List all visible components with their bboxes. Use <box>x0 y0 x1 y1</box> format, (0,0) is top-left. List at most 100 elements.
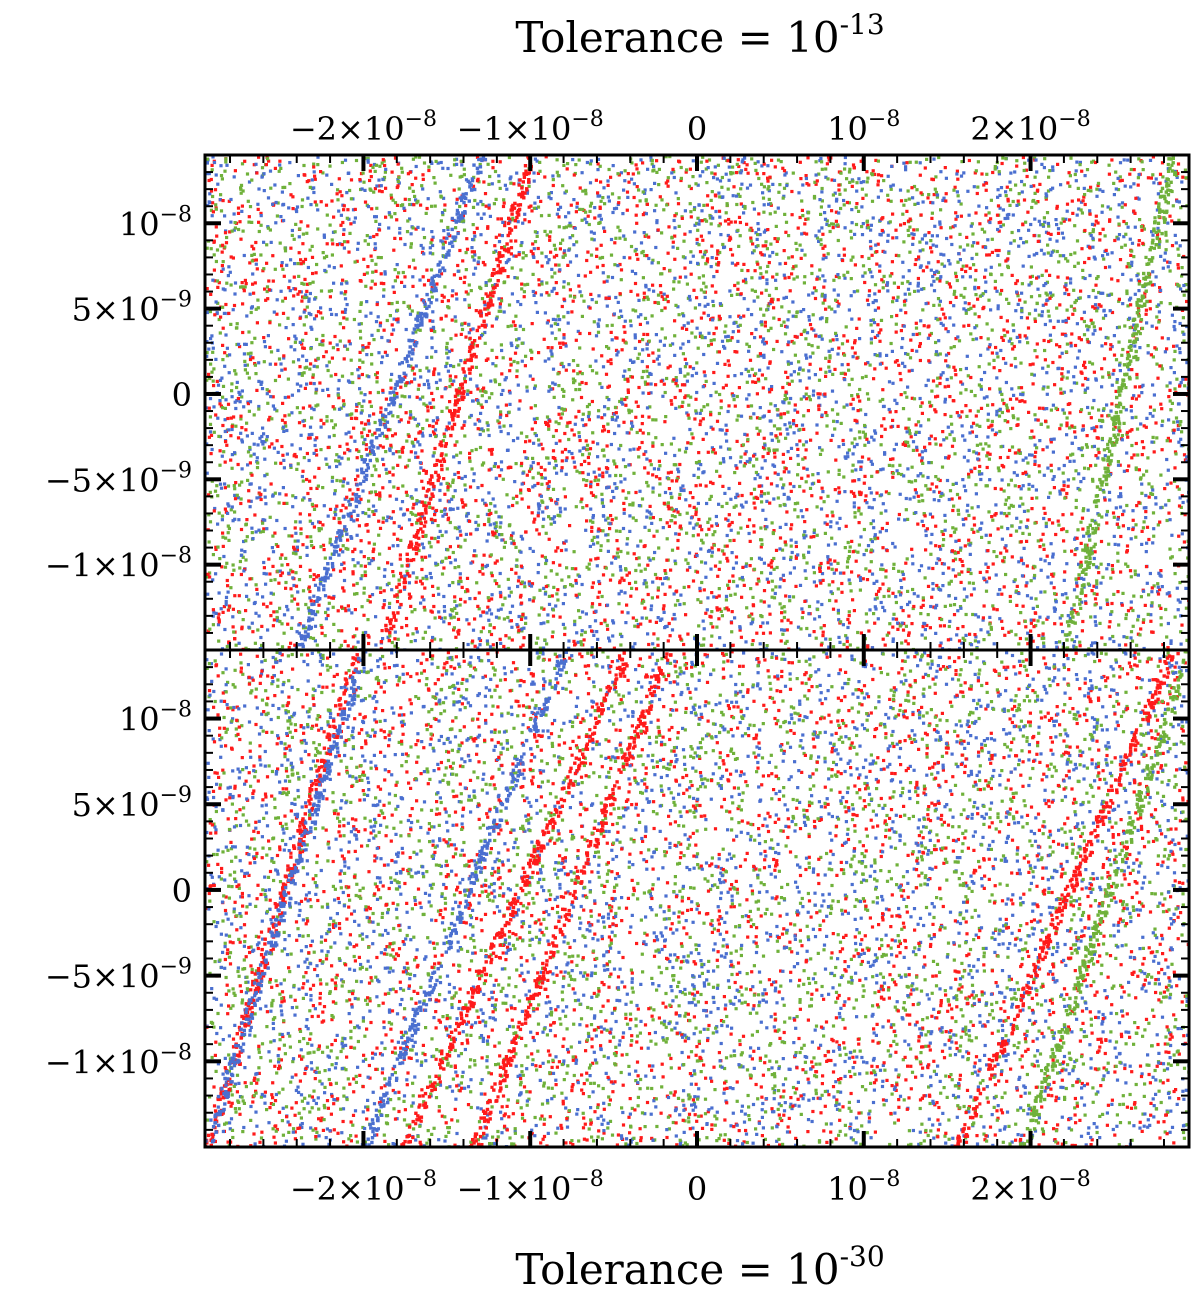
scatter-point <box>407 265 411 269</box>
scatter-point <box>1116 460 1120 464</box>
scatter-point <box>346 481 350 485</box>
scatter-point <box>563 495 567 499</box>
scatter-point <box>954 211 958 215</box>
scatter-point <box>515 501 519 505</box>
scatter-point <box>623 237 627 241</box>
scatter-point <box>330 479 334 483</box>
scatter-point <box>696 228 700 232</box>
scatter-point <box>845 200 849 205</box>
scatter-point <box>609 253 614 257</box>
scatter-point <box>608 639 612 643</box>
scatter-point <box>662 610 666 614</box>
scatter-point <box>292 545 296 549</box>
scatter-point <box>914 160 918 164</box>
scatter-point <box>908 497 912 501</box>
scatter-point <box>1044 230 1049 234</box>
scatter-point <box>447 622 451 626</box>
scatter-point <box>480 297 485 301</box>
scatter-point <box>952 323 956 327</box>
scatter-point <box>332 281 336 285</box>
scatter-point <box>709 480 713 484</box>
scatter-point <box>585 160 589 165</box>
scatter-point <box>610 415 614 420</box>
scatter-point <box>1107 542 1111 546</box>
scatter-point <box>1129 606 1133 610</box>
scatter-point <box>1033 455 1037 459</box>
scatter-point <box>444 428 448 432</box>
scatter-point <box>457 363 461 367</box>
scatter-point <box>664 415 668 419</box>
scatter-point <box>644 382 648 386</box>
scatter-point <box>898 188 903 192</box>
scatter-point <box>375 380 379 384</box>
scatter-point <box>995 554 999 559</box>
scatter-point <box>434 421 439 425</box>
scatter-point <box>908 600 912 604</box>
scatter-point <box>758 335 763 339</box>
scatter-point <box>582 638 586 642</box>
scatter-point <box>395 218 399 222</box>
scatter-point <box>1062 219 1066 223</box>
scatter-point <box>772 316 776 320</box>
scatter-point <box>1086 405 1090 410</box>
scatter-point <box>748 564 752 568</box>
scatter-point <box>902 577 906 581</box>
scatter-point <box>593 216 597 220</box>
scatter-point <box>832 178 837 182</box>
scatter-point <box>951 482 955 486</box>
scatter-point <box>1008 203 1012 207</box>
scatter-point <box>635 221 639 225</box>
scatter-point <box>937 544 942 549</box>
scatter-point <box>313 624 318 628</box>
scatter-point <box>1128 429 1132 433</box>
scatter-point <box>389 378 393 382</box>
scatter-point <box>599 544 603 548</box>
scatter-point <box>981 447 985 451</box>
scatter-point <box>448 384 452 389</box>
scatter-point <box>408 312 413 316</box>
scatter-point <box>987 510 991 514</box>
scatter-point <box>727 363 731 367</box>
scatter-point <box>258 530 263 534</box>
scatter-point <box>881 404 886 409</box>
scatter-point <box>812 328 816 332</box>
scatter-point <box>1136 306 1140 310</box>
scatter-point <box>503 224 507 228</box>
scatter-point <box>684 498 688 502</box>
scatter-point <box>390 588 394 592</box>
scatter-point <box>880 526 884 531</box>
scatter-point <box>266 334 270 338</box>
scatter-point <box>746 307 750 311</box>
scatter-point <box>254 372 258 376</box>
scatter-point <box>442 196 446 200</box>
scatter-point <box>221 384 226 388</box>
scatter-point <box>807 545 811 549</box>
scatter-point <box>741 578 745 582</box>
scatter-point <box>364 447 368 451</box>
scatter-point <box>668 343 672 347</box>
scatter-point <box>301 479 305 483</box>
scatter-point <box>654 620 658 624</box>
scatter-point <box>679 527 683 531</box>
scatter-point <box>814 636 818 640</box>
scatter-point <box>414 227 418 231</box>
scatter-point <box>1107 163 1111 167</box>
scatter-point <box>583 459 587 463</box>
scatter-point <box>966 569 970 573</box>
scatter-point <box>1005 549 1009 553</box>
scatter-point <box>393 630 397 634</box>
scatter-point <box>414 451 418 455</box>
scatter-point <box>905 395 909 399</box>
scatter-point <box>683 266 687 270</box>
scatter-point <box>985 484 989 488</box>
scatter-point <box>606 485 611 489</box>
scatter-point <box>636 356 640 360</box>
scatter-point <box>354 158 359 163</box>
scatter-point <box>536 171 540 175</box>
scatter-point <box>287 395 291 399</box>
scatter-point <box>225 163 229 167</box>
scatter-point <box>926 613 930 617</box>
scatter-point <box>304 293 308 297</box>
scatter-point <box>1038 615 1042 619</box>
scatter-point <box>606 549 610 553</box>
